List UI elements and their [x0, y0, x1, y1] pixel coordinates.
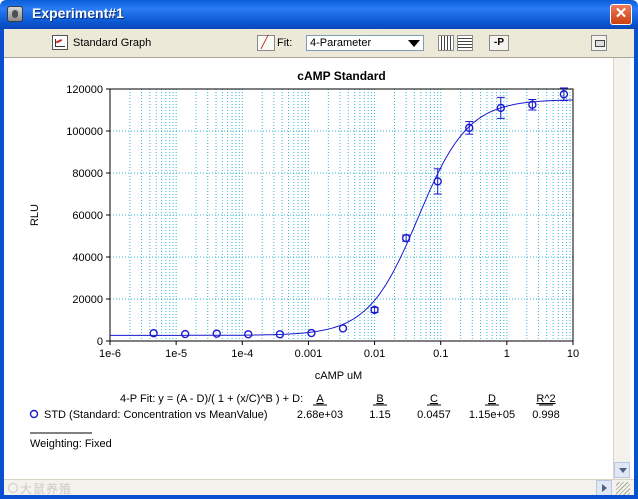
fit-equation-label: 4-P Fit: y = (A - D)/( 1 + (x/C)^B ) + D… — [120, 393, 303, 405]
print-icon[interactable] — [591, 35, 607, 51]
data-point — [528, 100, 537, 109]
fit-value: 0.0457 — [417, 409, 451, 421]
data-point — [401, 233, 411, 243]
y-tick-label: 120000 — [66, 84, 103, 96]
x-tick-label: 1 — [504, 348, 510, 360]
scroll-down-arrow-icon[interactable] — [614, 462, 630, 478]
graph-content: 0 20000 40000 60000 80000 100000 120000 1e-6 1e-… — [4, 58, 612, 476]
data-point — [559, 90, 569, 99]
y-tick-label: 100000 — [66, 126, 103, 138]
chart-title: cAMP Standard — [297, 69, 385, 83]
chart: 0 20000 40000 60000 80000 100000 120000 1e-6 1e-… — [29, 69, 579, 450]
data-point — [496, 103, 506, 113]
y-tick-label: 60000 — [72, 210, 103, 222]
data-point — [244, 330, 253, 339]
data-point — [149, 329, 158, 338]
fit-column-header: D — [488, 393, 496, 405]
x-tick-label: 1e-6 — [99, 348, 121, 360]
data-point — [180, 329, 190, 339]
x-tick-label: 1e-5 — [165, 348, 187, 360]
window-frame-right — [634, 29, 638, 499]
window-title: Experiment#1 — [32, 5, 124, 21]
data-point — [338, 324, 348, 333]
window-frame-bottom — [0, 495, 638, 499]
fit-label: Fit: — [277, 37, 293, 49]
horizontal-scrollbar[interactable]: 大鼠养殖 — [4, 479, 634, 496]
vertical-scrollbar[interactable] — [613, 58, 630, 480]
fit-type-value: 4-Parameter — [310, 37, 372, 49]
close-button[interactable]: ✕ — [610, 4, 632, 25]
data-point — [465, 123, 474, 133]
y-tick-label: 0 — [97, 336, 103, 348]
fit-column-header: C — [430, 393, 438, 405]
data-point — [433, 177, 442, 186]
app-icon[interactable] — [7, 6, 23, 22]
y-tick-label: 80000 — [72, 168, 103, 180]
data-point — [370, 305, 379, 315]
x-tick-label: 0.1 — [433, 348, 448, 360]
fit-value: 1.15 — [369, 409, 390, 421]
fit-column-header: R^2 — [536, 393, 555, 405]
dropdown-arrow-icon[interactable] — [408, 40, 420, 47]
x-axis-label: cAMP uM — [315, 370, 362, 382]
x-tick-label: 0.01 — [364, 348, 385, 360]
fit-value: 1.15e+05 — [469, 409, 515, 421]
data-point — [275, 330, 285, 339]
toolbar: Standard Graph Fit: 4-Parameter -P — [4, 29, 634, 58]
watermark-icon — [8, 483, 18, 493]
weighting-label: Weighting: Fixed — [30, 438, 112, 450]
scroll-right-arrow-icon[interactable] — [596, 480, 612, 496]
resize-grip-icon[interactable] — [616, 482, 630, 495]
fit-value: 0.998 — [532, 409, 560, 421]
fit-curve-icon[interactable] — [257, 35, 275, 51]
title-bar: Experiment#1 ✕ — [0, 0, 638, 29]
p-button[interactable]: -P — [489, 35, 509, 51]
row-list-icon[interactable] — [457, 35, 473, 51]
fit-curve — [110, 99, 573, 336]
y-tick-label: 20000 — [72, 294, 103, 306]
graph-icon[interactable] — [52, 35, 68, 50]
standard-graph-label[interactable]: Standard Graph — [73, 37, 152, 49]
legend-marker — [29, 409, 39, 419]
column-grid-icon[interactable] — [438, 35, 454, 51]
y-tick-label: 40000 — [72, 252, 103, 264]
legend-series-label: STD (Standard: Concentration vs MeanValu… — [44, 409, 268, 421]
x-tick-label: 1e-4 — [231, 348, 253, 360]
data-point — [212, 329, 221, 338]
watermark-text: 大鼠养殖 — [20, 482, 73, 496]
window-frame-left — [0, 29, 4, 499]
x-tick-label: 0.001 — [295, 348, 323, 360]
fit-type-select[interactable]: 4-Parameter — [306, 35, 424, 51]
fit-column-header: A — [316, 393, 324, 405]
data-point — [307, 328, 316, 338]
y-axis-label: RLU — [29, 204, 41, 226]
fit-column-header: B — [376, 393, 383, 405]
x-tick-label: 10 — [567, 348, 579, 360]
fit-value: 2.68e+03 — [297, 409, 343, 421]
